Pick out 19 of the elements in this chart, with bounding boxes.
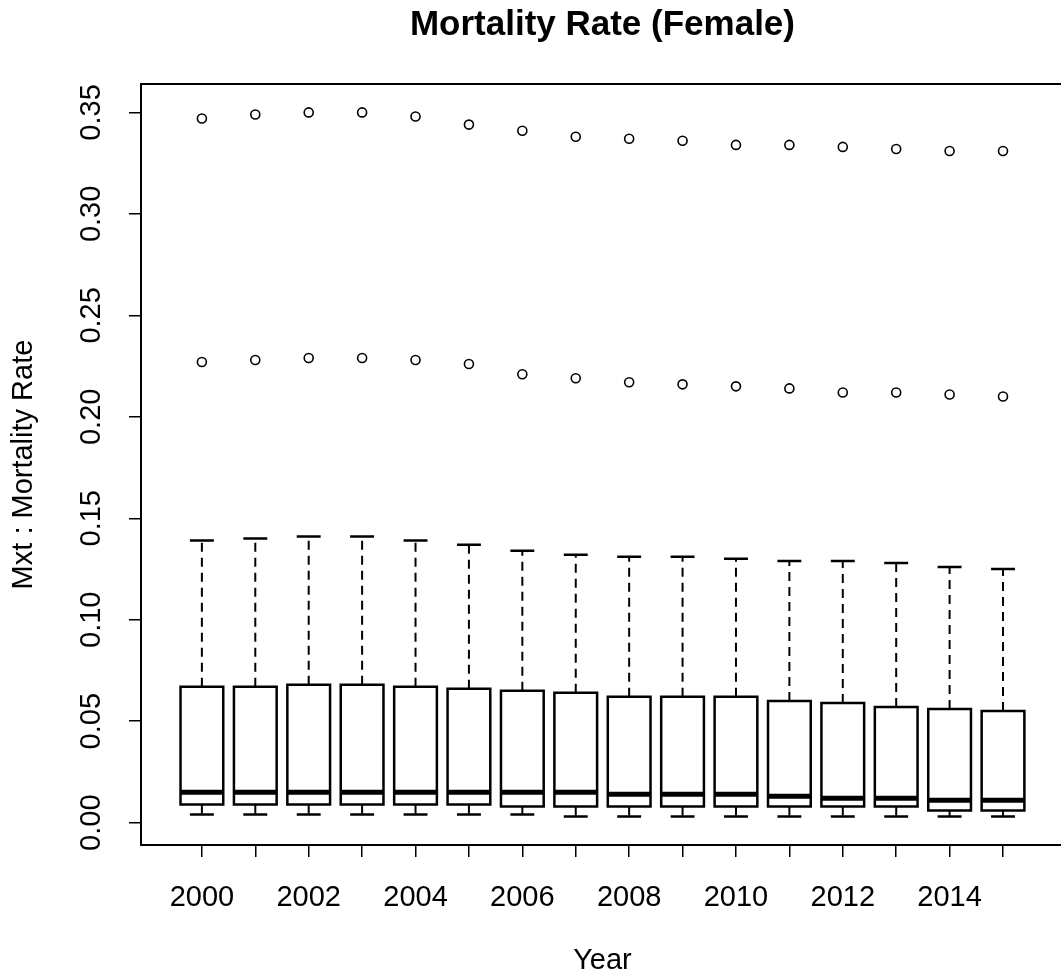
x-tick-label: 2008 [596,880,662,913]
x-tick-label: 2010 [703,880,769,913]
x-tick-label: 2000 [169,880,235,913]
y-tick-label: 0.30 [73,185,106,243]
y-tick-label: 0.05 [73,692,106,750]
x-tick-label: 2006 [490,880,555,913]
y-tick-label: 0.35 [73,84,106,141]
y-tick-label: 0.20 [73,388,106,446]
x-tick-label: 2014 [917,880,982,913]
x-tick-label: 2002 [276,880,341,913]
x-tick-label: 2012 [810,880,876,913]
y-tick-label: 0.25 [73,287,106,344]
y-axis-title: Mxt : Mortality Rate [6,339,39,590]
chart-title: Mortality Rate (Female) [409,2,795,42]
y-tick-label: 0.15 [73,490,106,547]
x-axis-title: Year [573,942,633,975]
y-tick-label: 0.00 [73,794,106,851]
y-tick-label: 0.10 [73,591,106,648]
x-tick-label: 2004 [383,880,448,913]
